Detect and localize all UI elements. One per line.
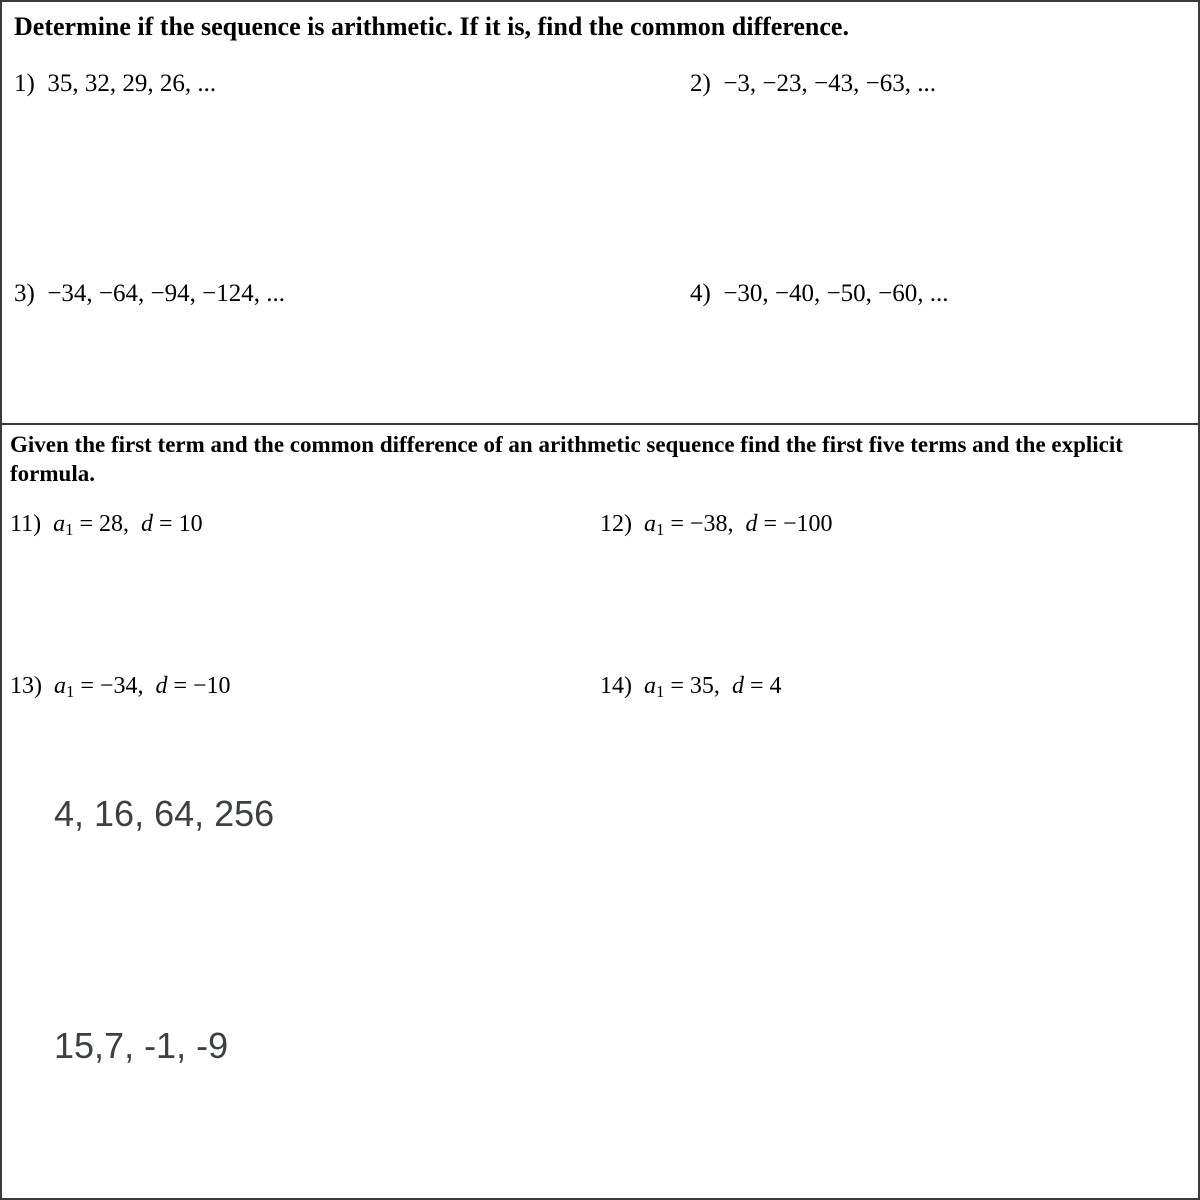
problem-14-a1: = 35, [670, 673, 720, 699]
problem-12: 12) a1 = −38, d = −100 [600, 493, 1198, 673]
problem-4: 4) −30, −40, −50, −60, ... [600, 280, 1198, 423]
problem-4-num: 4) [690, 280, 711, 307]
problem-13-num: 13) [10, 673, 42, 699]
row-p1-p2: 1) 35, 32, 29, 26, ... 2) −3, −23, −43, … [2, 48, 1198, 280]
extra-sequence-1: 4, 16, 64, 256 [2, 793, 1198, 835]
problem-3: 3) −34, −64, −94, −124, ... [2, 280, 600, 423]
d-var: d [732, 673, 744, 699]
section1-heading: Determine if the sequence is arithmetic.… [2, 2, 1198, 48]
problem-14: 14) a1 = 35, d = 4 [600, 673, 1198, 753]
problem-3-num: 3) [14, 280, 35, 307]
problem-11: 11) a1 = 28, d = 10 [2, 493, 600, 673]
problem-2-seq: −3, −23, −43, −63, ... [723, 70, 936, 97]
sub-1: 1 [656, 682, 664, 701]
problem-12-a1: = −38, [670, 511, 733, 537]
a-var: a [644, 511, 656, 537]
extra-sequence-2: 15,7, -1, -9 [2, 1025, 1198, 1067]
a-var: a [644, 673, 656, 699]
a-var: a [54, 673, 66, 699]
problem-13-d: = −10 [173, 673, 230, 699]
problem-1-num: 1) [14, 70, 35, 97]
row-p11-p12: 11) a1 = 28, d = 10 12) a1 = −38, d = −1… [2, 493, 1198, 673]
problem-11-d: = 10 [159, 511, 203, 537]
problem-11-num: 11) [10, 511, 41, 537]
problem-13-a1: = −34, [80, 673, 143, 699]
sub-1: 1 [66, 682, 74, 701]
d-var: d [745, 511, 757, 537]
d-var: d [141, 511, 153, 537]
section2-heading: Given the first term and the common diff… [2, 423, 1198, 493]
a-var: a [53, 511, 65, 537]
problem-12-d: = −100 [763, 511, 832, 537]
problem-12-num: 12) [600, 511, 632, 537]
problem-2-num: 2) [690, 70, 711, 97]
problem-4-seq: −30, −40, −50, −60, ... [723, 280, 948, 307]
problem-14-num: 14) [600, 673, 632, 699]
problem-3-seq: −34, −64, −94, −124, ... [47, 280, 285, 307]
problem-1: 1) 35, 32, 29, 26, ... [2, 48, 600, 280]
problem-13: 13) a1 = −34, d = −10 [2, 673, 600, 753]
sub-1: 1 [65, 520, 73, 539]
sub-1: 1 [656, 520, 664, 539]
problem-14-d: = 4 [750, 673, 782, 699]
row-p13-p14: 13) a1 = −34, d = −10 14) a1 = 35, d = 4 [2, 673, 1198, 753]
row-p3-p4: 3) −34, −64, −94, −124, ... 4) −30, −40,… [2, 280, 1198, 423]
d-var: d [155, 673, 167, 699]
problem-1-seq: 35, 32, 29, 26, ... [47, 70, 216, 97]
problem-11-a1: = 28, [80, 511, 130, 537]
problem-2: 2) −3, −23, −43, −63, ... [600, 48, 1198, 280]
